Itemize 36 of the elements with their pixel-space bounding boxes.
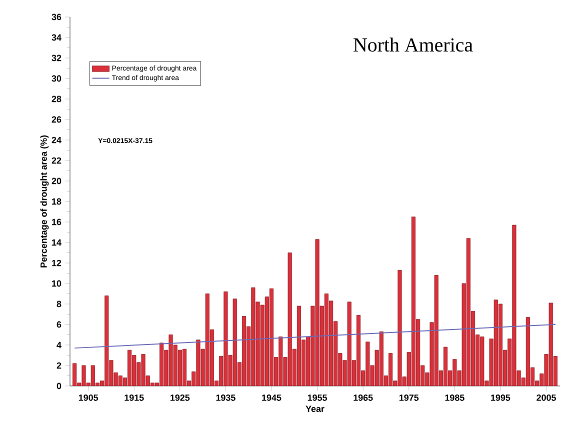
x-tick-label: 1995 (491, 394, 510, 401)
bar (269, 288, 274, 386)
y-tick-label: 16 (52, 218, 62, 226)
text: North America (354, 38, 473, 52)
y-axis-title: Percentage of drought area (%) (40, 135, 49, 268)
y-tick-label: 0 (56, 382, 62, 390)
y-tick-label: 2 (56, 362, 62, 369)
x-tick-label: 1945 (262, 394, 282, 401)
x-tick-label: 1925 (170, 394, 190, 401)
x-axis-title: Year (306, 406, 324, 412)
y-tick-label: 34 (52, 34, 62, 41)
y-tick-label: 6 (56, 321, 62, 328)
x-tick-label: 1935 (216, 394, 236, 401)
y-tick-label: 22 (52, 157, 62, 164)
y-tick-label: 4 (56, 342, 62, 348)
y-tick-label: 26 (52, 116, 62, 123)
y-tick-label: 14 (52, 239, 62, 246)
y-tick-label: 12 (52, 260, 62, 266)
bar (356, 315, 361, 386)
y-tick-label: 30 (52, 75, 62, 82)
x-tick-label: 1965 (354, 394, 373, 401)
y-tick-label: 18 (52, 198, 62, 205)
y-tick-label: 24 (52, 136, 62, 144)
y-tick-label: 20 (52, 178, 62, 184)
x-tick-label: 1955 (308, 394, 328, 401)
y-tick-label: 8 (56, 300, 62, 308)
x-tick-label: 1905 (78, 394, 98, 401)
y-tick-label: 10 (52, 280, 62, 287)
y-tick-label: 36 (52, 14, 62, 20)
y-tick-label: 32 (52, 54, 62, 62)
x-tick-label: 1975 (399, 394, 419, 401)
bar (182, 348, 187, 386)
y-tick-label: 28 (52, 96, 62, 102)
x-tick-label: 1915 (124, 394, 144, 401)
x-tick-label: 2005 (536, 394, 556, 401)
x-tick-label: 1985 (445, 394, 464, 401)
